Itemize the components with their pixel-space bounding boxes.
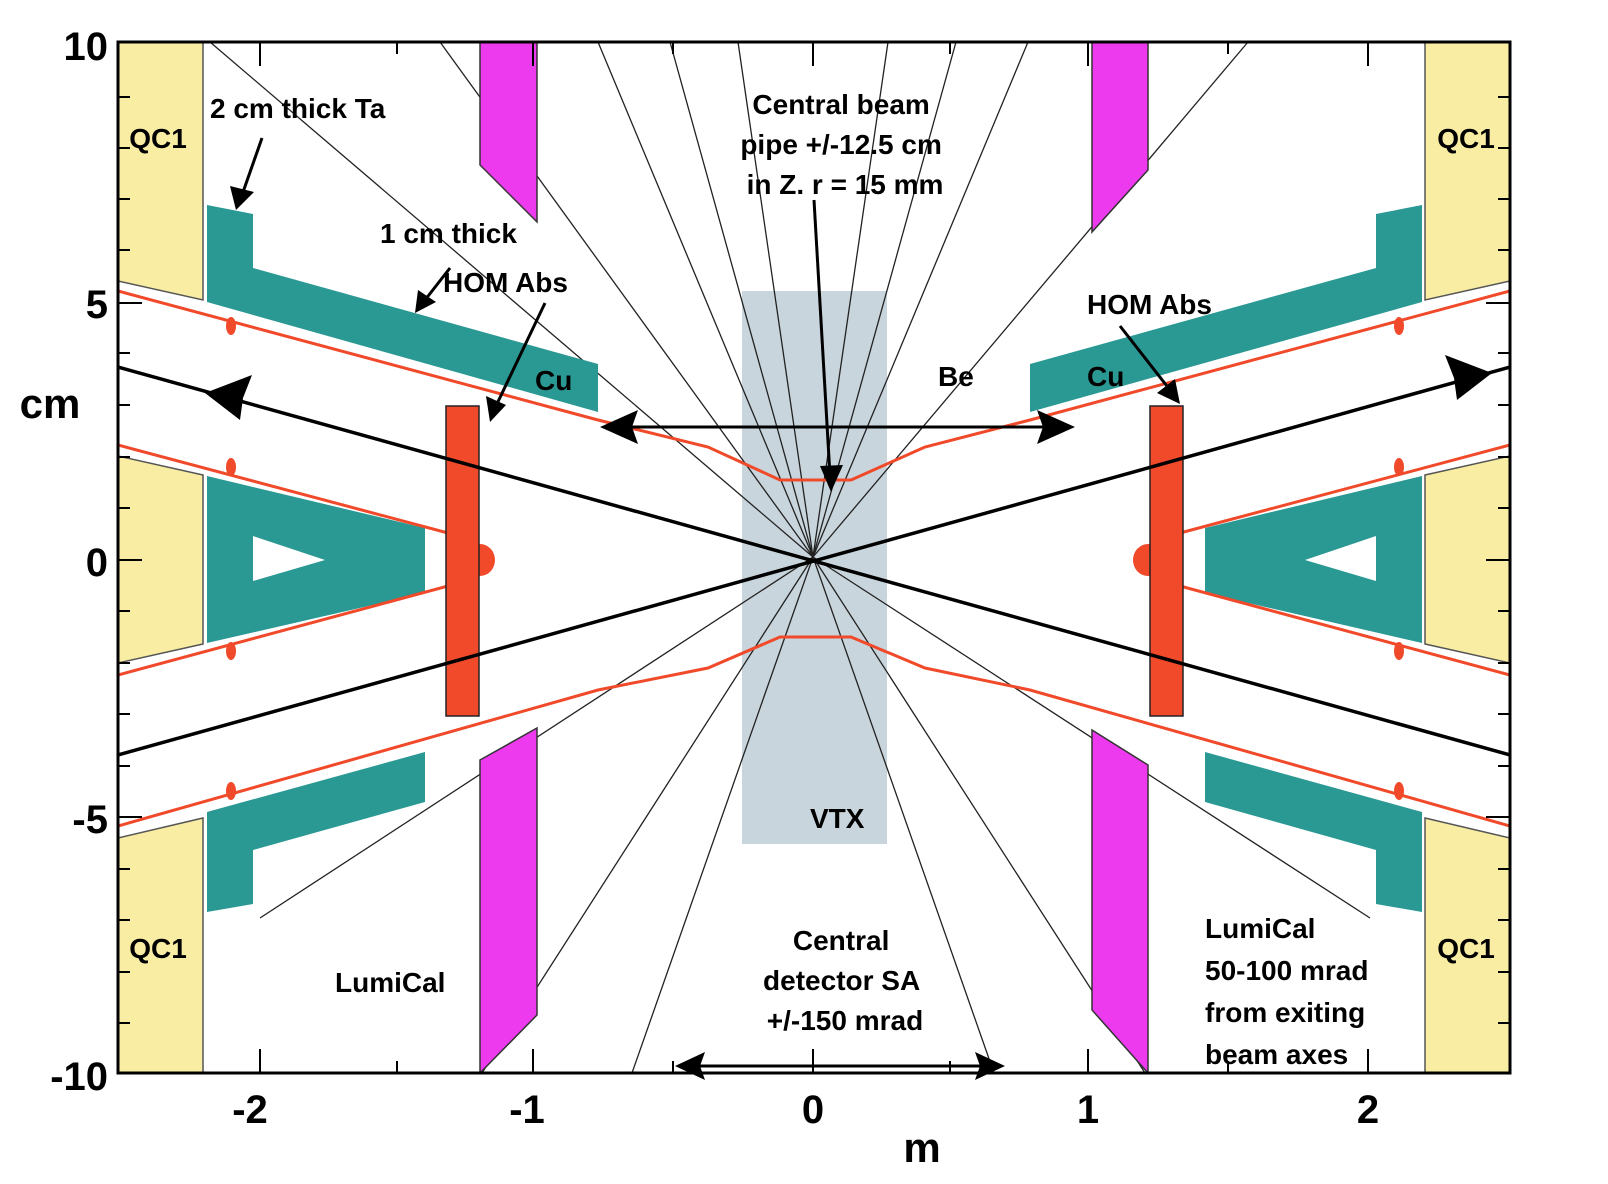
central-beam-pipe-line-1: Central beam xyxy=(752,89,929,120)
central-detector-label: Central detector SA +/-150 mrad xyxy=(763,925,927,1036)
qc1-magnet-top-left xyxy=(118,42,204,301)
qc1-label: QC1 xyxy=(1437,123,1495,154)
central-beam-pipe-line-3: in Z. r = 15 mm xyxy=(747,169,944,200)
lumical-right-line-4: beam axes xyxy=(1205,1039,1348,1070)
lumical-right-line-3: from exiting xyxy=(1205,997,1365,1028)
hom-abs-label-right: HOM Abs xyxy=(1087,289,1212,320)
lumical-right-line-2: 50-100 mrad xyxy=(1205,955,1368,986)
qc1-label: QC1 xyxy=(1437,933,1495,964)
qc1-label: QC1 xyxy=(129,933,187,964)
central-beam-pipe-line-2: pipe +/-12.5 cm xyxy=(740,129,942,160)
central-detector-line-1: Central xyxy=(793,925,889,956)
lumical-lower-right xyxy=(1091,728,1149,1073)
qc1-magnet-bottom-left xyxy=(118,817,204,1073)
y-tick-label: 5 xyxy=(86,283,108,327)
x-tick-label: 2 xyxy=(1357,1088,1379,1132)
x-tick-label: 1 xyxy=(1077,1088,1099,1132)
ta-absorber-top-right xyxy=(1030,205,1422,412)
qc1-label: QC1 xyxy=(129,123,187,154)
hom-absorber-left xyxy=(445,405,480,717)
acceptance-lines xyxy=(209,42,1371,1073)
x-tick-label: -2 xyxy=(232,1088,268,1132)
lumical-label-left: LumiCal xyxy=(335,967,445,998)
x-tick-label: -1 xyxy=(509,1088,545,1132)
y-tick-label: -5 xyxy=(72,798,108,842)
qc1-magnet-mid-left xyxy=(118,455,204,664)
lumical-upper-left xyxy=(479,42,538,224)
y-tick-label: 10 xyxy=(64,25,109,69)
central-beam-pipe-label: Central beam pipe +/-12.5 cm in Z. r = 1… xyxy=(740,89,949,200)
lumical-lower-left xyxy=(479,726,538,1073)
hom-abs-label-left: HOM Abs xyxy=(443,267,568,298)
be-label: Be xyxy=(938,361,974,392)
lumical-upper-right xyxy=(1091,42,1149,234)
beam-arrow-right xyxy=(1445,355,1492,400)
beam-lines xyxy=(118,365,1510,757)
hom-absorber-right xyxy=(1149,405,1184,717)
qc1-magnet-bottom-right xyxy=(1424,817,1510,1073)
ta-absorber-mid-left xyxy=(207,476,425,643)
x-tick-label: 0 xyxy=(802,1088,824,1132)
lumical-right-line-1: LumiCal xyxy=(1205,913,1315,944)
qc1-magnet-top-right xyxy=(1424,42,1510,301)
ta-absorber-bottom-left xyxy=(207,752,425,912)
vtx-label: VTX xyxy=(810,803,865,834)
beam-arrow-left xyxy=(205,375,252,420)
central-detector-line-2: detector SA xyxy=(763,965,920,996)
ta-absorber-mid-right xyxy=(1205,476,1422,643)
y-tick-label: -10 xyxy=(50,1055,108,1099)
central-detector-line-3: +/-150 mrad xyxy=(767,1005,923,1036)
annotation-arrows xyxy=(230,137,1180,1080)
ta-absorber-bottom-right xyxy=(1205,752,1422,912)
y-axis-unit: cm xyxy=(20,380,81,427)
ta-thickness-label: 2 cm thick Ta xyxy=(210,93,386,124)
vtx-region xyxy=(742,291,887,844)
y-tick-label: 0 xyxy=(86,541,108,585)
qc1-magnet-mid-right xyxy=(1424,455,1510,664)
cu-label-right: Cu xyxy=(1087,361,1124,392)
cu-thickness-label: 1 cm thick xyxy=(380,218,517,249)
x-axis-unit: m xyxy=(903,1124,940,1171)
axis-ticks xyxy=(118,42,1510,1073)
lumical-label-right: LumiCal 50-100 mrad from exiting beam ax… xyxy=(1205,913,1376,1070)
ta-absorber-top-left xyxy=(207,205,598,412)
cu-label-left: Cu xyxy=(535,365,572,396)
